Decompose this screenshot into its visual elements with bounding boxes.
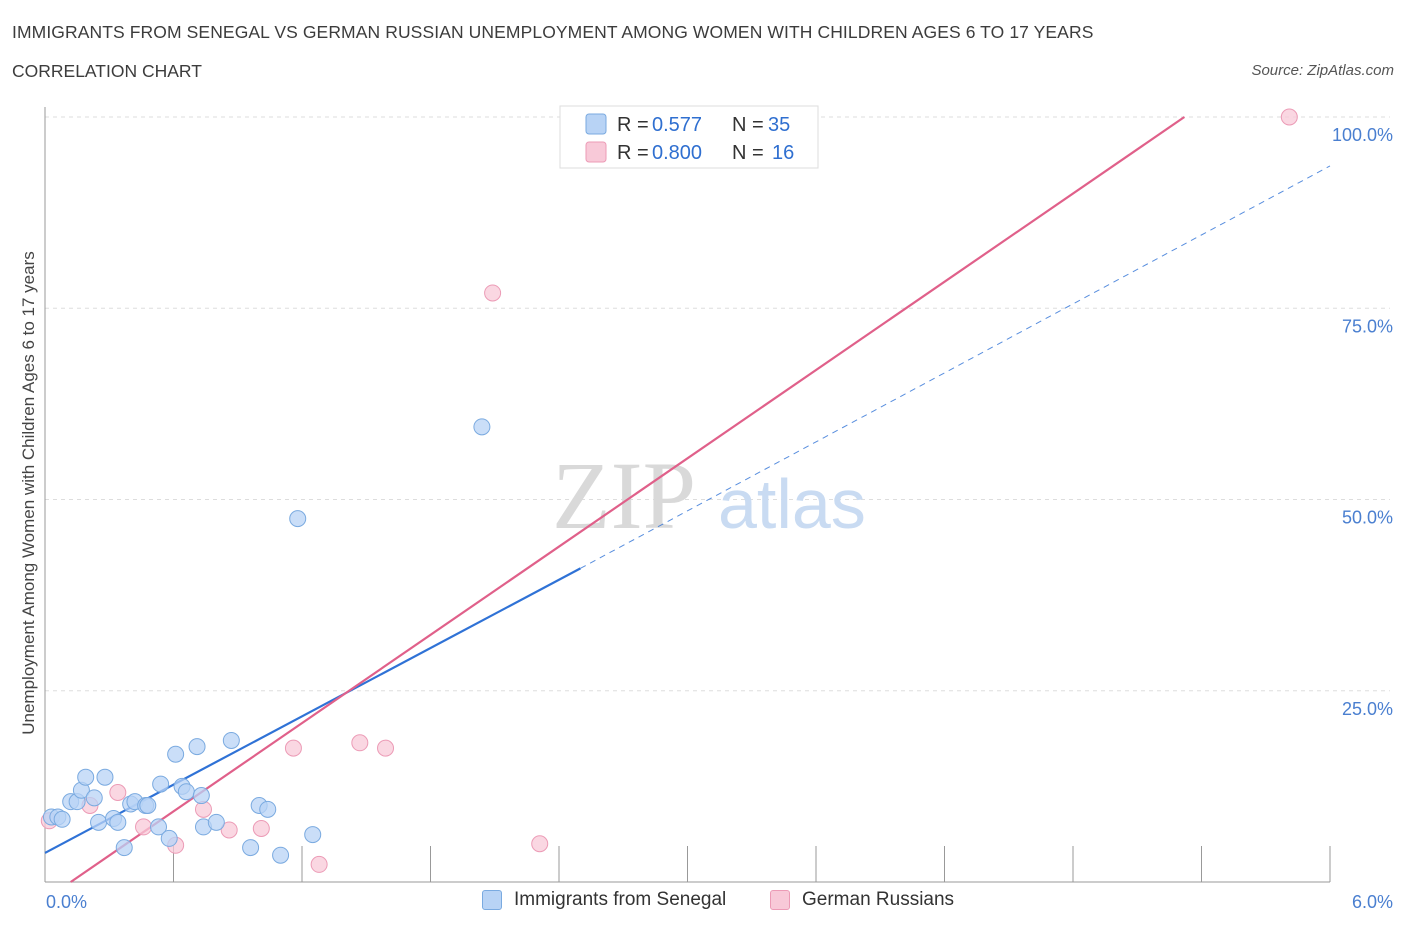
watermark: ZIP atlas — [552, 442, 866, 549]
point-senegal — [150, 818, 168, 836]
x-tick-label: 0.0% — [46, 892, 87, 912]
point-senegal — [289, 510, 307, 528]
x-tick-label: 6.0% — [1352, 892, 1393, 912]
legend-label: Immigrants from Senegal — [514, 889, 727, 910]
grid-lines — [45, 116, 1390, 692]
legend-label: German Russians — [802, 889, 955, 910]
legend-r-label: R = — [617, 142, 649, 164]
point-senegal — [177, 783, 195, 801]
legend-n-value: 16 — [772, 142, 794, 164]
trend-line-german-russians — [70, 116, 1185, 883]
chart-title: IMMIGRANTS FROM SENEGAL VS GERMAN RUSSIA… — [12, 22, 1094, 42]
series-legend: Immigrants from Senegal German Russians — [0, 889, 1406, 917]
point-senegal — [473, 418, 491, 436]
point-senegal — [96, 768, 114, 786]
trend-line-senegal-extension — [580, 165, 1331, 569]
legend-n-label: N = — [732, 142, 764, 164]
point-german-russians — [220, 821, 238, 839]
legend-swatch — [482, 890, 502, 910]
point-german-russians — [1280, 108, 1298, 126]
legend-item-senegal[interactable]: Immigrants from Senegal — [482, 889, 726, 911]
y-tick-labels: 100.0% 75.0% 50.0% 25.0% — [1332, 125, 1393, 719]
legend-item-german-russians[interactable]: German Russians — [770, 889, 954, 911]
point-german-russians — [284, 739, 302, 757]
legend-r-value: 0.577 — [652, 114, 702, 136]
point-german-russians — [484, 284, 502, 302]
point-german-russians — [109, 783, 127, 801]
correlation-legend: R = 0.577 N = 35 R = 0.800 N = 16 — [559, 105, 819, 169]
legend-n-label: N = — [732, 114, 764, 136]
point-senegal — [188, 738, 206, 756]
point-german-russians — [310, 855, 328, 873]
point-senegal — [139, 797, 157, 814]
point-german-russians — [531, 835, 549, 853]
point-senegal — [242, 839, 260, 857]
legend-swatch-german-russians — [585, 141, 607, 163]
point-senegal — [272, 846, 290, 864]
point-german-russians — [351, 734, 369, 752]
point-senegal — [207, 813, 225, 831]
source-credit: Source: ZipAtlas.com — [1251, 62, 1394, 79]
point-german-russians — [252, 819, 270, 837]
point-senegal — [77, 768, 95, 786]
watermark-zip: ZIP — [552, 442, 696, 549]
legend-swatch — [770, 890, 790, 910]
legend-n-value: 35 — [768, 114, 790, 136]
point-senegal — [53, 810, 71, 828]
legend-r-value: 0.800 — [652, 142, 702, 164]
data-points — [40, 108, 1298, 873]
y-tick-label: 25.0% — [1342, 699, 1393, 719]
point-senegal — [167, 745, 185, 763]
y-tick-label: 100.0% — [1332, 125, 1393, 145]
point-senegal — [160, 829, 178, 847]
point-senegal — [152, 775, 170, 793]
legend-r-label: R = — [617, 114, 649, 136]
chart-subtitle: CORRELATION CHART — [12, 61, 202, 81]
point-german-russians — [135, 818, 153, 836]
point-senegal — [222, 731, 240, 749]
point-senegal — [115, 839, 133, 857]
watermark-atlas: atlas — [718, 465, 866, 543]
y-axis-label: Unemployment Among Women with Children A… — [19, 251, 38, 735]
point-senegal — [85, 789, 103, 807]
point-senegal — [90, 813, 108, 831]
point-senegal — [109, 813, 127, 831]
x-tick-labels: 0.0% 6.0% — [46, 892, 1393, 912]
point-senegal — [304, 826, 322, 844]
point-german-russians — [377, 739, 395, 757]
y-tick-label: 50.0% — [1342, 508, 1393, 528]
legend-swatch-senegal — [585, 113, 607, 135]
y-tick-label: 75.0% — [1342, 316, 1393, 336]
point-senegal — [259, 800, 277, 818]
point-senegal — [192, 787, 210, 805]
